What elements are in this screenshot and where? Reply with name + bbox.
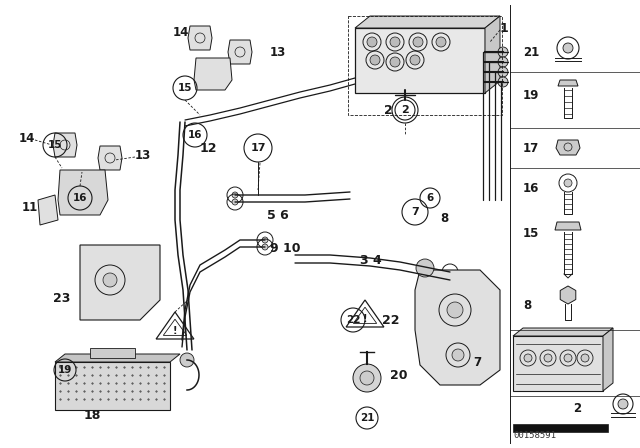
Text: 22: 22 (346, 315, 360, 325)
Text: 15: 15 (178, 83, 192, 93)
Text: 16: 16 (73, 193, 87, 203)
Polygon shape (555, 222, 581, 230)
Text: 17: 17 (250, 143, 266, 153)
Circle shape (544, 354, 552, 362)
Text: 11: 11 (22, 201, 38, 214)
Polygon shape (228, 40, 252, 64)
Circle shape (436, 37, 446, 47)
Text: 15: 15 (48, 140, 62, 150)
Text: 7: 7 (473, 356, 481, 369)
Text: 14: 14 (173, 26, 189, 39)
Text: 18: 18 (83, 409, 100, 422)
Polygon shape (163, 319, 187, 336)
Polygon shape (80, 245, 160, 320)
Text: 12: 12 (200, 142, 218, 155)
Polygon shape (355, 16, 500, 28)
Polygon shape (353, 307, 377, 323)
Text: 8: 8 (440, 211, 448, 224)
Text: 16: 16 (523, 181, 540, 194)
Polygon shape (513, 328, 613, 336)
Bar (513, 336, 603, 391)
Text: 15: 15 (523, 227, 540, 240)
Polygon shape (188, 26, 212, 50)
Text: 19: 19 (523, 89, 540, 102)
Text: 6: 6 (426, 193, 434, 203)
Text: 20: 20 (390, 369, 408, 382)
Polygon shape (53, 133, 77, 157)
Polygon shape (58, 170, 108, 215)
Circle shape (416, 259, 434, 277)
Polygon shape (194, 58, 232, 90)
Text: 7: 7 (411, 207, 419, 217)
Polygon shape (156, 312, 194, 339)
Polygon shape (560, 286, 576, 304)
Text: 21: 21 (523, 46, 540, 59)
Circle shape (262, 244, 268, 250)
Text: 2: 2 (384, 103, 393, 116)
Circle shape (618, 399, 628, 409)
Polygon shape (485, 16, 500, 93)
Text: 13: 13 (270, 46, 286, 59)
Text: !: ! (173, 326, 177, 336)
Circle shape (452, 349, 464, 361)
Circle shape (360, 371, 374, 385)
Circle shape (524, 354, 532, 362)
Polygon shape (55, 354, 180, 362)
Text: 22: 22 (382, 314, 399, 327)
Polygon shape (603, 328, 613, 391)
Text: 3 4: 3 4 (360, 254, 381, 267)
Circle shape (447, 302, 463, 318)
Text: 2: 2 (401, 105, 409, 115)
Circle shape (232, 199, 238, 205)
Bar (55, 362, 170, 410)
Circle shape (498, 67, 508, 77)
Circle shape (390, 37, 400, 47)
Circle shape (564, 179, 572, 187)
Polygon shape (98, 146, 122, 170)
Circle shape (498, 77, 508, 87)
Text: 1: 1 (500, 22, 509, 34)
Text: 00158591: 00158591 (513, 431, 557, 440)
Text: 23: 23 (53, 292, 70, 305)
Circle shape (353, 364, 381, 392)
Circle shape (581, 354, 589, 362)
Text: 14: 14 (19, 132, 35, 145)
Text: 13: 13 (135, 148, 151, 161)
Circle shape (498, 47, 508, 57)
Polygon shape (558, 80, 578, 86)
Circle shape (180, 353, 194, 367)
Polygon shape (415, 270, 500, 385)
Bar (513, 424, 608, 432)
Text: 9 10: 9 10 (270, 241, 301, 254)
Circle shape (498, 57, 508, 67)
Circle shape (563, 43, 573, 53)
Text: 2: 2 (573, 401, 581, 414)
Text: 17: 17 (523, 142, 540, 155)
Circle shape (413, 37, 423, 47)
Polygon shape (556, 140, 580, 155)
Polygon shape (38, 195, 58, 225)
Text: 19: 19 (58, 365, 72, 375)
Circle shape (262, 237, 268, 243)
Text: 5 6: 5 6 (267, 208, 289, 221)
Text: 8: 8 (523, 298, 531, 311)
Bar (90, 348, 135, 358)
Circle shape (367, 37, 377, 47)
Circle shape (410, 55, 420, 65)
Bar (355, 28, 485, 93)
Circle shape (564, 354, 572, 362)
Polygon shape (346, 300, 384, 327)
Circle shape (370, 55, 380, 65)
Text: 16: 16 (188, 130, 202, 140)
Text: 21: 21 (360, 413, 374, 423)
Circle shape (232, 192, 238, 198)
Circle shape (103, 273, 117, 287)
Circle shape (390, 57, 400, 67)
Text: !: ! (363, 314, 367, 324)
